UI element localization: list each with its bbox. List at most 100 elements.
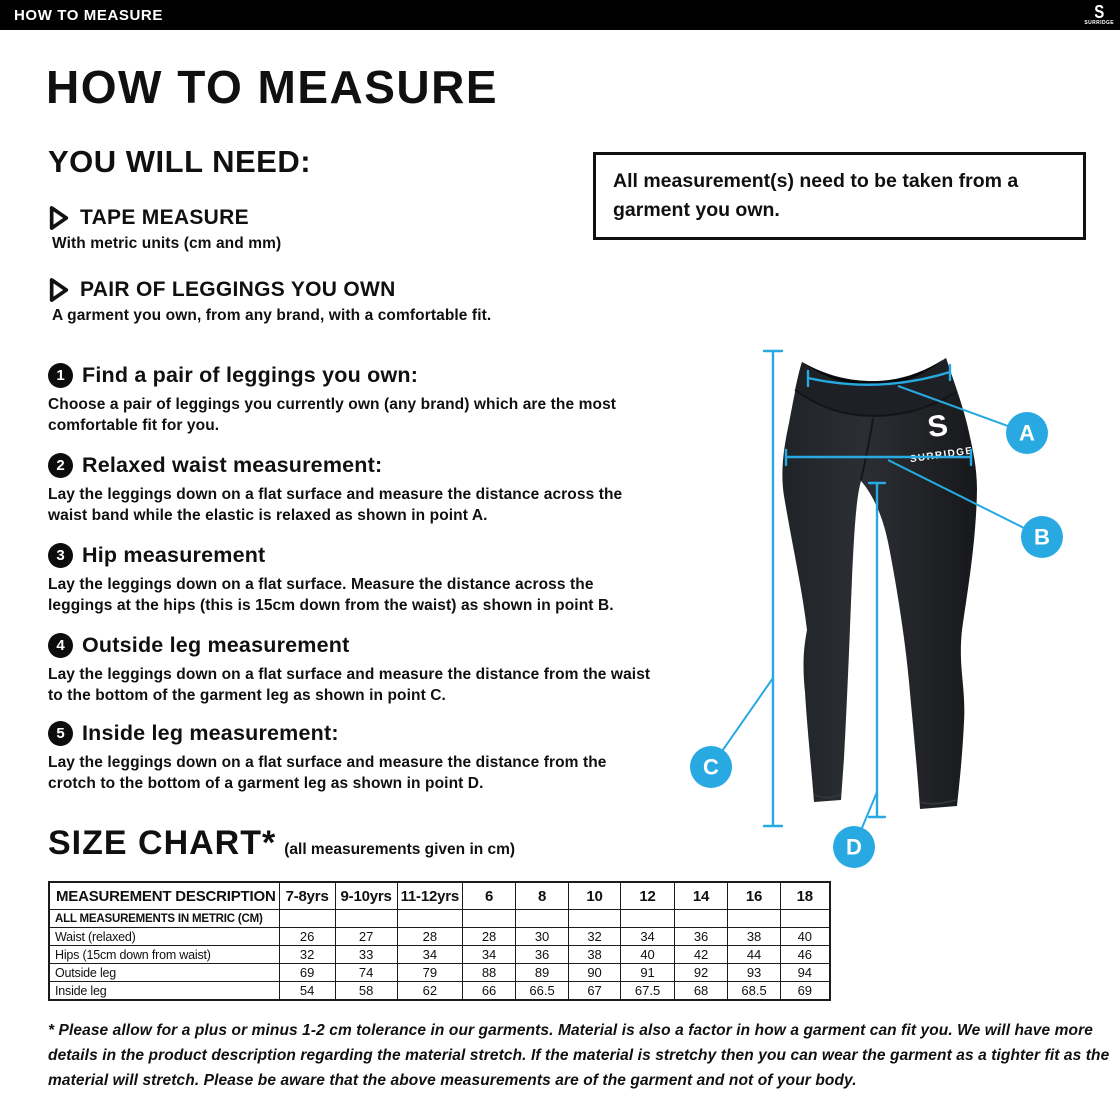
step-head: 4 Outside leg measurement bbox=[48, 633, 658, 658]
table-cell: 68.5 bbox=[727, 981, 782, 1001]
table-row-label: Waist (relaxed) bbox=[48, 927, 280, 946]
leggings-garment: S SURRIDGE bbox=[782, 358, 977, 809]
table-cell: 58 bbox=[334, 981, 398, 1001]
step-2: 2 Relaxed waist measurement: Lay the leg… bbox=[48, 453, 658, 526]
table-cell: 90 bbox=[568, 963, 622, 982]
table-cell: 34 bbox=[620, 927, 676, 946]
step-3: 3 Hip measurement Lay the leggings down … bbox=[48, 543, 658, 616]
table-header-cell: 18 bbox=[780, 881, 831, 910]
garment-s-icon: S bbox=[925, 409, 949, 444]
table-cell: 93 bbox=[727, 963, 782, 982]
table-cell: 44 bbox=[727, 945, 782, 964]
need-item-head: PAIR OF LEGGINGS YOU OWN bbox=[48, 277, 491, 303]
step-body: Lay the leggings down on a flat surface … bbox=[48, 754, 607, 792]
table-empty-cell bbox=[515, 909, 570, 928]
table-empty-cell bbox=[334, 909, 398, 928]
table-cell: 74 bbox=[334, 963, 398, 982]
table-cell: 62 bbox=[396, 981, 464, 1001]
table-row-label: Hips (15cm down from waist) bbox=[48, 945, 280, 964]
leggings-measurement-figure: S SURRIDGE A B bbox=[630, 330, 1115, 890]
need-item-description: A garment you own, from any brand, with … bbox=[52, 307, 492, 324]
point-b-label: B bbox=[1034, 525, 1050, 550]
step-body: Lay the leggings down on a flat surface.… bbox=[48, 576, 614, 614]
waist-measure-line bbox=[806, 370, 952, 386]
table-row-label: Outside leg bbox=[48, 963, 280, 982]
point-d-marker bbox=[833, 826, 875, 868]
table-cell: 30 bbox=[515, 927, 570, 946]
table-cell: 36 bbox=[674, 927, 729, 946]
table-cell: 54 bbox=[278, 981, 336, 1001]
table-cell: 89 bbox=[515, 963, 570, 982]
step-title: Find a pair of leggings you own: bbox=[82, 363, 419, 387]
size-chart-table: MEASUREMENT DESCRIPTION 7-8yrs 9-10yrs 11-1… bbox=[48, 881, 831, 1001]
tolerance-footnote: * Please allow for a plus or minus 1-2 c… bbox=[48, 1022, 1110, 1089]
surridge-s-icon: S bbox=[1094, 1, 1105, 23]
table-cell: 94 bbox=[780, 963, 831, 982]
leggings-figure-svg: S SURRIDGE A B bbox=[690, 349, 1063, 868]
point-a-marker bbox=[1006, 412, 1048, 454]
callout-line-b bbox=[887, 459, 1043, 538]
table-header-cell: 14 bbox=[674, 881, 729, 910]
table-cell: 67.5 bbox=[620, 981, 676, 1001]
step-number-badge: 3 bbox=[48, 543, 73, 568]
table-cell: 67 bbox=[568, 981, 622, 1001]
size-chart-heading: SIZE CHART* (all measurements given in c… bbox=[48, 824, 515, 863]
table-cell: 42 bbox=[674, 945, 729, 964]
table-row: Inside leg 54 58 62 66 66.5 67 67.5 68 68.5 69 bbox=[48, 981, 831, 1001]
point-b-marker bbox=[1021, 516, 1063, 558]
table-cell: 88 bbox=[462, 963, 517, 982]
table-header-cell: 12 bbox=[620, 881, 676, 910]
table-empty-cell bbox=[568, 909, 622, 928]
table-header-row: MEASUREMENT DESCRIPTION 7-8yrs 9-10yrs 11-1… bbox=[48, 881, 831, 910]
step-body: Lay the leggings down on a flat surface … bbox=[48, 666, 651, 704]
table-row: Waist (relaxed) 26 27 28 28 30 32 34 36 38 40 bbox=[48, 927, 831, 946]
table-cell: 28 bbox=[396, 927, 464, 946]
callout-line-a bbox=[897, 385, 1028, 434]
table-cell: 27 bbox=[334, 927, 398, 946]
table-cell: 66 bbox=[462, 981, 517, 1001]
table-cell: 34 bbox=[396, 945, 464, 964]
step-head: 1 Find a pair of leggings you own: bbox=[48, 363, 658, 388]
step-title: Hip measurement bbox=[82, 543, 266, 567]
table-cell: 36 bbox=[515, 945, 570, 964]
table-header-cell: MEASUREMENT DESCRIPTION bbox=[48, 881, 280, 910]
step-5: 5 Inside leg measurement: Lay the leggin… bbox=[48, 721, 658, 794]
triangle-bullet-icon bbox=[49, 206, 69, 230]
table-cell: 69 bbox=[780, 981, 831, 1001]
size-chart-title: SIZE CHART* bbox=[48, 824, 277, 862]
table-cell: 33 bbox=[334, 945, 398, 964]
step-number-badge: 4 bbox=[48, 633, 73, 658]
inside-leg-ticks bbox=[867, 481, 887, 819]
table-cell: 66.5 bbox=[515, 981, 570, 1001]
table-header-cell: 9-10yrs bbox=[334, 881, 398, 910]
table-cell: 26 bbox=[278, 927, 336, 946]
need-item-description: With metric units (cm and mm) bbox=[52, 235, 282, 252]
need-item-head: TAPE MEASURE bbox=[48, 205, 281, 231]
table-empty-cell bbox=[462, 909, 517, 928]
table-cell: 34 bbox=[462, 945, 517, 964]
table-header-cell: 16 bbox=[727, 881, 782, 910]
table-cell: 46 bbox=[780, 945, 831, 964]
table-cell: 79 bbox=[396, 963, 464, 982]
table-cell: 68 bbox=[674, 981, 729, 1001]
step-head: 2 Relaxed waist measurement: bbox=[48, 453, 658, 478]
point-c-marker bbox=[690, 746, 732, 788]
table-cell: 38 bbox=[727, 927, 782, 946]
table-cell: 40 bbox=[780, 927, 831, 946]
table-header-cell: 11-12yrs bbox=[396, 881, 464, 910]
need-item-tape-measure: TAPE MEASURE With metric units (cm and m… bbox=[48, 205, 281, 253]
table-cell: 92 bbox=[674, 963, 729, 982]
topbar-title: HOW TO MEASURE bbox=[14, 6, 163, 24]
table-header-cell: 8 bbox=[515, 881, 570, 910]
table-row: Outside leg 69 74 79 88 89 90 91 92 93 94 bbox=[48, 963, 831, 982]
top-bar: HOW TO MEASURE S SURRIDGE bbox=[0, 0, 1120, 30]
table-empty-cell bbox=[278, 909, 336, 928]
step-body: Lay the leggings down on a flat surface … bbox=[48, 486, 623, 524]
point-a-label: A bbox=[1019, 421, 1035, 446]
table-empty-cell bbox=[780, 909, 831, 928]
step-number-badge: 5 bbox=[48, 721, 73, 746]
table-empty-cell bbox=[674, 909, 729, 928]
table-empty-cell bbox=[727, 909, 782, 928]
page-title: HOW TO MEASURE bbox=[46, 61, 499, 113]
need-item-label: TAPE MEASURE bbox=[80, 206, 249, 229]
